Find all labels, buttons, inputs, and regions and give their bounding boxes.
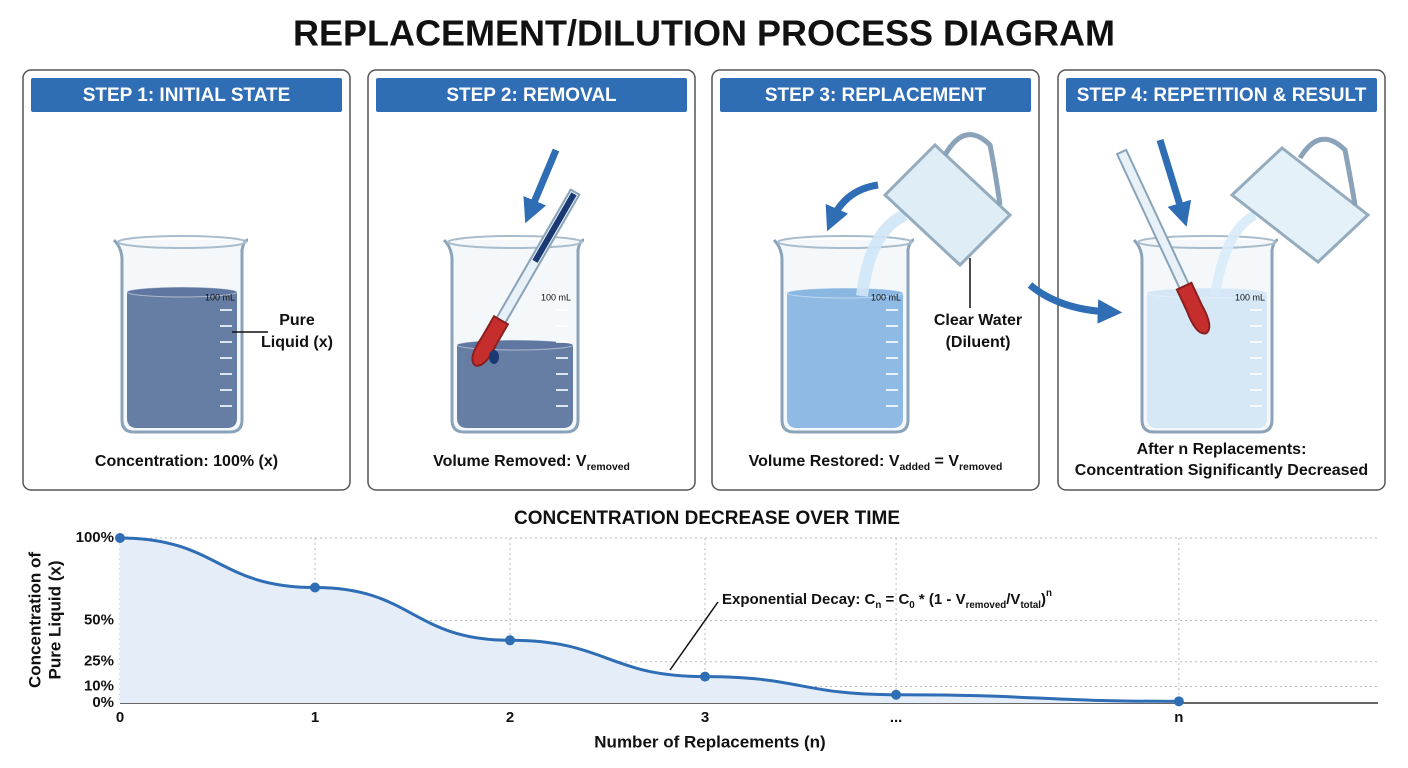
panel-header-text: STEP 1: INITIAL STATE [83, 85, 291, 106]
subscript: added [900, 462, 931, 473]
supscript: n [1046, 588, 1052, 599]
beaker-glass [442, 238, 585, 434]
jug [882, 142, 1013, 268]
transition-arrow [1027, 282, 1123, 324]
point [700, 671, 710, 682]
text-segment: Exponential Decay: C [722, 591, 876, 608]
jug-handle [942, 132, 1003, 206]
x-tick-label: ... [890, 709, 903, 726]
x-tick-label: 0 [116, 709, 124, 726]
point [891, 689, 902, 700]
dropper-liquid [532, 192, 577, 263]
drop [489, 350, 499, 364]
line [119, 536, 1179, 703]
panel-header [376, 78, 687, 112]
beaker-glass [112, 238, 249, 434]
panel-header-text: STEP 2: REMOVAL [446, 85, 617, 106]
title: REPLACEMENT/DILUTION PROCESS DIAGRAM [293, 13, 1115, 54]
panel-header [720, 78, 1031, 112]
annotation-leader [669, 601, 719, 671]
subscript: removed [966, 600, 1007, 611]
arrow [523, 148, 560, 224]
caption: Volume Restored: Vadded = Vremoved [749, 453, 1003, 473]
beaker-label: Pure [279, 312, 315, 329]
point [505, 635, 515, 646]
beaker-mark: 100 mL [541, 292, 571, 302]
text-segment: = V [930, 453, 959, 470]
y-tick-label: 100% [76, 529, 114, 546]
panel-header [31, 78, 342, 112]
x-tick-label: n [1174, 709, 1183, 726]
panel-header-text: STEP 4: REPETITION & RESULT [1077, 85, 1367, 106]
x-tick-label: 3 [701, 709, 709, 726]
beaker-glass [1132, 238, 1279, 434]
beaker-rim [1137, 235, 1277, 249]
text-segment: After n Replacements: [1137, 441, 1307, 458]
beaker-label: (Diluent) [946, 334, 1011, 351]
jug-handle [1297, 136, 1358, 206]
caption: Concentration: 100% (x) [95, 453, 278, 470]
liquid-surface [126, 286, 238, 298]
arrow [1156, 138, 1192, 227]
panel-header-text: STEP 3: REPLACEMENT [765, 85, 987, 106]
dropper-bulb [1175, 281, 1211, 335]
beaker-rim [447, 235, 583, 249]
liquid [1147, 293, 1267, 428]
y-tick-label: 25% [84, 653, 114, 670]
caption: After n Replacements: [1137, 441, 1307, 458]
liquid [457, 345, 573, 428]
subscript: total [1020, 600, 1041, 611]
text-segment: /V [1006, 591, 1020, 608]
point [115, 533, 125, 543]
beaker-label: Clear Water [934, 312, 1022, 329]
point [1173, 696, 1184, 707]
x-axis-label: Number of Replacements (n) [594, 732, 825, 751]
beaker-mark: 100 mL [871, 292, 901, 302]
dropper [1115, 148, 1211, 335]
liquid [127, 292, 237, 428]
caption: Volume Removed: Vremoved [433, 453, 630, 473]
text-segment: * (1 - V [915, 591, 966, 608]
y-axis-label: Pure Liquid (x) [45, 561, 64, 680]
arrow [825, 181, 879, 232]
y-tick-label: 50% [84, 611, 114, 628]
liquid [787, 293, 903, 428]
x-tick-label: 1 [311, 709, 319, 726]
point [310, 582, 320, 593]
subscript: 0 [909, 600, 915, 611]
text-segment: Volume Removed: V [433, 453, 587, 470]
beaker-mark: 100 mL [205, 292, 235, 302]
text-segment: ) [1041, 591, 1046, 608]
beaker-rim [117, 235, 247, 249]
y-tick-label: 10% [84, 677, 114, 694]
beaker-glass [772, 238, 915, 434]
y-axis-label: Concentration of [25, 552, 44, 688]
y-tick-label: 0% [92, 694, 114, 711]
beaker-label: Liquid (x) [261, 334, 333, 351]
chart-title: CONCENTRATION DECREASE OVER TIME [514, 508, 900, 529]
panel-header [1066, 78, 1377, 112]
water-stream [1210, 210, 1258, 297]
liquid-surface [786, 287, 904, 299]
jug [1229, 146, 1371, 264]
x-tick-label: 2 [506, 709, 514, 726]
water-stream [856, 209, 908, 297]
subscript: n [875, 600, 881, 611]
text-segment: Volume Restored: V [749, 453, 900, 470]
subscript: removed [587, 462, 630, 473]
text-segment: Concentration: 100% (x) [95, 453, 278, 470]
panel [367, 69, 696, 491]
beaker-rim [777, 235, 913, 249]
subscript: removed [959, 462, 1002, 473]
text-segment: = C [881, 591, 909, 608]
beaker-mark: 100 mL [1235, 292, 1265, 302]
caption: Concentration Significantly Decreased [1075, 462, 1368, 479]
annotation: Exponential Decay: Cn = C0 * (1 - Vremov… [722, 588, 1052, 611]
area [120, 538, 1179, 703]
text-segment: Concentration Significantly Decreased [1075, 462, 1368, 479]
panel [22, 69, 351, 491]
